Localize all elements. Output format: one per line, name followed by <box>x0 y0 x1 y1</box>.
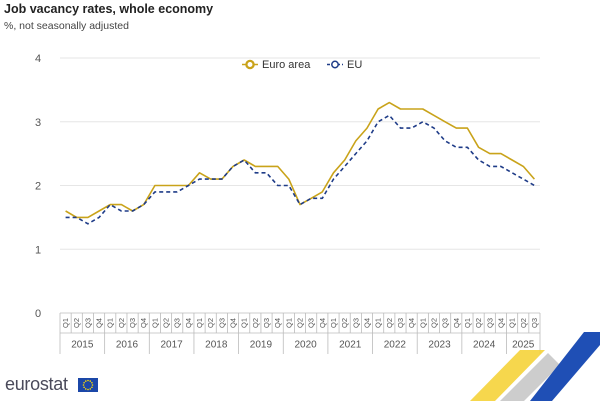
year-tick-label: 2015 <box>71 340 94 351</box>
eu-flag-star <box>89 388 92 390</box>
quarter-tick-label: Q2 <box>519 318 528 328</box>
year-tick-label: 2025 <box>512 340 535 351</box>
quarter-tick-label: Q4 <box>229 318 238 328</box>
quarter-tick-label: Q4 <box>362 318 371 328</box>
quarter-tick-label: Q3 <box>307 318 316 328</box>
quarter-tick-label: Q3 <box>441 318 450 328</box>
quarter-tick-label: Q1 <box>284 318 293 328</box>
quarter-tick-label: Q4 <box>273 318 282 328</box>
decor-stripe-grey <box>500 353 560 401</box>
y-tick-label: 2 <box>35 181 41 193</box>
quarter-tick-label: Q4 <box>184 318 193 328</box>
year-tick-label: 2020 <box>294 340 317 351</box>
y-tick-label: 1 <box>35 244 41 256</box>
eurostat-logo: eurostat <box>5 374 68 395</box>
eu-flag-star <box>91 386 93 389</box>
quarter-tick-label: Q2 <box>296 318 305 328</box>
quarter-tick-label: Q1 <box>106 318 115 328</box>
quarter-tick-label: Q3 <box>262 318 271 328</box>
legend-marker-euro-area-inner <box>246 60 254 69</box>
eu-flag-star <box>87 388 89 391</box>
quarter-tick-label: Q4 <box>318 318 327 328</box>
quarter-tick-label: Q3 <box>217 318 226 328</box>
quarter-tick-label: Q3 <box>351 318 360 328</box>
eu-flag-star <box>83 381 85 384</box>
eu-flag-star <box>84 380 87 382</box>
quarter-tick-label: Q4 <box>407 318 416 328</box>
quarter-tick-label: Q2 <box>474 318 483 328</box>
quarter-tick-label: Q1 <box>240 318 249 328</box>
year-tick-label: 2023 <box>428 340 451 351</box>
quarter-tick-label: Q3 <box>396 318 405 328</box>
chart-title: Job vacancy rates, whole economy <box>4 2 214 16</box>
year-tick-label: 2019 <box>250 340 273 351</box>
quarter-tick-label: Q3 <box>128 318 137 328</box>
quarter-tick-label: Q1 <box>508 318 517 328</box>
chart-subtitle: %, not seasonally adjusted <box>4 20 129 32</box>
y-tick-label: 3 <box>35 117 41 129</box>
eu-flag-star <box>89 380 92 382</box>
year-tick-label: 2017 <box>161 340 184 351</box>
quarter-tick-label: Q4 <box>496 318 505 328</box>
eu-flag-star <box>91 381 93 384</box>
quarter-tick-label: Q4 <box>452 318 461 328</box>
quarter-tick-label: Q1 <box>195 318 204 328</box>
quarter-tick-label: Q1 <box>418 318 427 328</box>
eu-flag-star <box>87 379 89 382</box>
y-tick-label: 4 <box>35 53 41 65</box>
quarter-tick-label: Q3 <box>530 318 539 328</box>
quarter-tick-label: Q1 <box>150 318 159 328</box>
quarter-tick-label: Q1 <box>463 318 472 328</box>
year-tick-label: 2018 <box>205 340 228 351</box>
eu-flag-star <box>83 386 85 389</box>
eu-flag-star <box>82 384 85 386</box>
year-tick-label: 2016 <box>116 340 139 351</box>
quarter-tick-label: Q2 <box>206 318 215 328</box>
quarter-tick-label: Q1 <box>61 318 70 328</box>
quarter-tick-label: Q2 <box>162 318 171 328</box>
series-line-euro-area <box>65 101 536 219</box>
legend-marker-eu <box>331 60 339 69</box>
quarter-tick-label: Q3 <box>173 318 182 328</box>
quarter-tick-label: Q2 <box>251 318 260 328</box>
quarter-tick-label: Q1 <box>329 318 338 328</box>
quarter-tick-label: Q1 <box>374 318 383 328</box>
year-tick-label: 2022 <box>384 340 407 351</box>
decor-stripe-blue <box>530 332 600 401</box>
eurostat-logo-text: eurostat <box>5 374 68 394</box>
year-tick-label: 2024 <box>473 340 496 351</box>
eu-flag-star <box>84 388 87 390</box>
quarter-tick-label: Q2 <box>429 318 438 328</box>
quarter-tick-label: Q4 <box>139 318 148 328</box>
quarter-tick-label: Q2 <box>72 318 81 328</box>
legend-label-euro-area: Euro area <box>262 59 311 71</box>
eu-flag-star <box>91 384 94 386</box>
quarter-tick-label: Q2 <box>117 318 126 328</box>
y-tick-label: 0 <box>35 308 41 320</box>
quarter-tick-label: Q2 <box>385 318 394 328</box>
series-line-eu <box>65 114 535 225</box>
eu-flag-icon <box>78 378 98 392</box>
decor-stripe-yellow <box>470 350 545 401</box>
quarter-tick-label: Q4 <box>95 318 104 328</box>
quarter-tick-label: Q2 <box>340 318 349 328</box>
quarter-tick-label: Q3 <box>485 318 494 328</box>
legend-label-eu: EU <box>347 59 362 71</box>
year-tick-label: 2021 <box>339 340 362 351</box>
quarter-tick-label: Q3 <box>83 318 92 328</box>
